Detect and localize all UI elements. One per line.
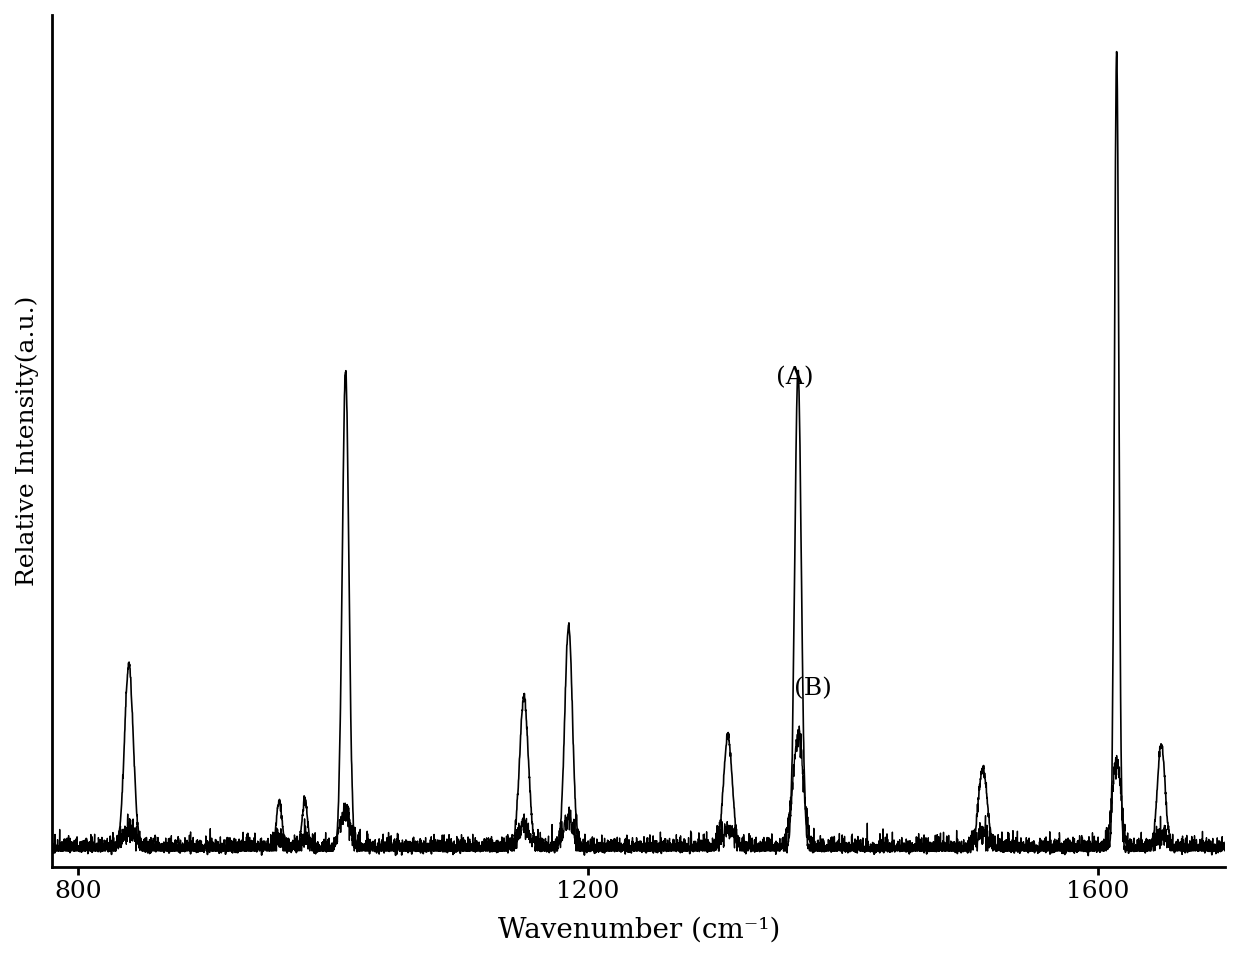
X-axis label: Wavenumber (cm⁻¹): Wavenumber (cm⁻¹) <box>497 917 780 944</box>
Text: (A): (A) <box>776 366 813 389</box>
Text: (B): (B) <box>794 677 832 700</box>
Y-axis label: Relative Intensity(a.u.): Relative Intensity(a.u.) <box>15 295 38 586</box>
